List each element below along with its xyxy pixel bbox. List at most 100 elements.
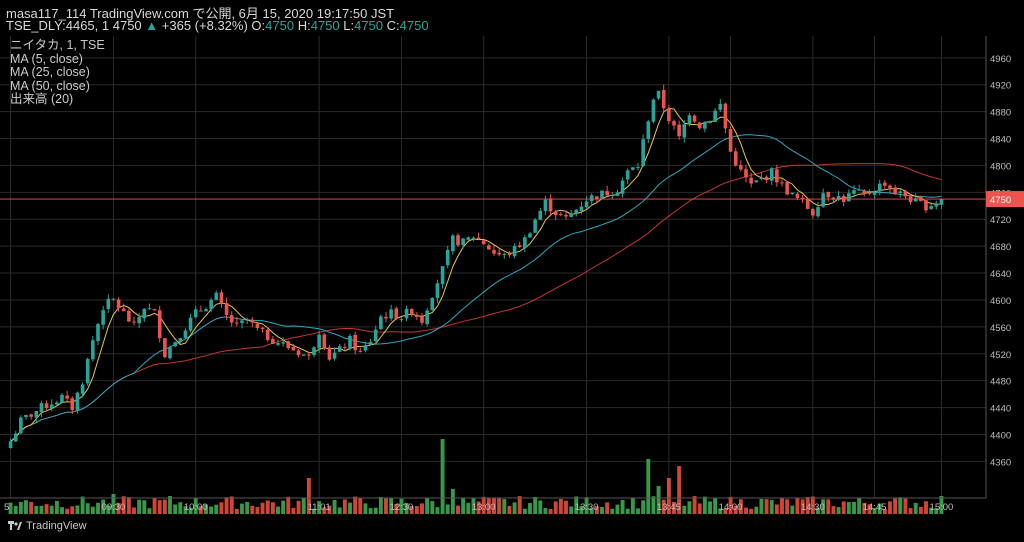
candle-body-38 bbox=[204, 309, 208, 312]
candle-body-134 bbox=[697, 122, 702, 129]
close-value: 4750 bbox=[399, 18, 429, 33]
volume-bar-129 bbox=[672, 502, 676, 514]
volume-bar-83 bbox=[435, 507, 440, 514]
volume-bar-40 bbox=[214, 504, 219, 514]
volume-bar-87 bbox=[456, 505, 460, 514]
volume-bar-56 bbox=[296, 500, 301, 514]
volume-bar-137 bbox=[713, 497, 718, 514]
volume-bar-53 bbox=[281, 500, 286, 514]
candle-body-5 bbox=[34, 411, 39, 418]
volume-bar-75 bbox=[394, 504, 399, 514]
chart-footer bbox=[0, 518, 1024, 542]
candle-body-51 bbox=[271, 338, 275, 344]
time-tick-label-2: 10:00 bbox=[184, 502, 208, 513]
volume-bar-80 bbox=[420, 503, 424, 514]
candle-body-46 bbox=[245, 319, 249, 321]
volume-bar-20 bbox=[111, 494, 116, 514]
volume-bar-89 bbox=[466, 502, 471, 514]
volume-bar-14 bbox=[80, 496, 85, 514]
legend-ma25[interactable]: MA (25, close) bbox=[10, 65, 90, 79]
change-value: +365 (+8.32%) bbox=[161, 18, 248, 33]
volume-bar-148 bbox=[769, 499, 774, 514]
volume-bar-30 bbox=[162, 499, 167, 514]
volume-bar-146 bbox=[759, 498, 764, 514]
price-tick-label-2: 4440 bbox=[990, 404, 1011, 415]
legend-ma50[interactable]: MA (50, close) bbox=[10, 78, 90, 93]
volume-bar-176 bbox=[913, 502, 918, 514]
volume-bar-111 bbox=[579, 505, 584, 514]
candle-body-11 bbox=[65, 395, 69, 399]
candle-body-55 bbox=[291, 346, 296, 351]
candle-body-27 bbox=[147, 308, 152, 310]
candle-body-92 bbox=[481, 240, 486, 245]
candle-body-167 bbox=[867, 192, 872, 194]
candle-body-165 bbox=[857, 189, 861, 191]
candle-body-53 bbox=[281, 342, 285, 344]
volume-bar-37 bbox=[198, 506, 203, 514]
candle-body-8 bbox=[49, 404, 54, 409]
candle-body-99 bbox=[517, 245, 522, 248]
candle-body-133 bbox=[692, 115, 697, 122]
volume-bar-178 bbox=[924, 501, 928, 514]
volume-bar-29 bbox=[157, 500, 162, 514]
price-chart[interactable]: 4360 4400 4440 4480 4520 4560 4600 4640 4680 4720… bbox=[0, 36, 1024, 518]
volume-bar-39 bbox=[209, 506, 214, 514]
indicator-legend: ニイタカ, 1, TSE MA (5, close) MA (25, close… bbox=[10, 38, 105, 107]
up-arrow-icon: ▲ bbox=[145, 18, 159, 33]
volume-bar-142 bbox=[738, 499, 743, 514]
high-value: 4750 bbox=[310, 18, 340, 33]
candle-body-116 bbox=[605, 191, 609, 196]
candle-body-1 bbox=[13, 433, 18, 442]
legend-symbol[interactable]: ニイタカ, 1, TSE bbox=[10, 38, 105, 52]
candle-body-87 bbox=[456, 235, 460, 246]
price-tick-label-15: 4960 bbox=[990, 54, 1011, 65]
candle-body-98 bbox=[512, 246, 517, 257]
candle-body-100 bbox=[523, 237, 527, 249]
last-price: 4750 bbox=[112, 18, 142, 33]
candle-body-85 bbox=[445, 249, 450, 266]
candle-body-21 bbox=[116, 299, 121, 309]
volume-bar-160 bbox=[831, 506, 836, 514]
time-tick-label-5: 13:00 bbox=[472, 502, 496, 513]
volume-bar-68 bbox=[358, 497, 363, 514]
candle-body-146 bbox=[759, 177, 764, 180]
candle-body-15 bbox=[85, 359, 90, 384]
volume-bar-62 bbox=[327, 505, 332, 514]
candle-body-26 bbox=[142, 308, 147, 319]
legend-ma5[interactable]: MA (5, close) bbox=[10, 51, 83, 66]
candle-body-6 bbox=[39, 403, 44, 413]
volume-bar-133 bbox=[692, 496, 697, 514]
candle-body-142 bbox=[739, 165, 743, 170]
volume-bar-6 bbox=[39, 505, 44, 514]
candle-body-130 bbox=[677, 124, 681, 137]
legend-volume[interactable]: 出来高 (20) bbox=[10, 92, 74, 106]
candle-body-117 bbox=[610, 195, 615, 197]
candle-body-71 bbox=[373, 329, 378, 341]
tradingview-logo[interactable]: TradingView bbox=[8, 520, 87, 532]
volume-bar-138 bbox=[718, 508, 723, 514]
price-tick-label-14: 4920 bbox=[990, 81, 1011, 92]
candle-body-31 bbox=[168, 347, 172, 359]
volume-bar-149 bbox=[774, 504, 779, 514]
candle-body-29 bbox=[157, 310, 162, 339]
candle-body-13 bbox=[75, 392, 80, 412]
candle-body-73 bbox=[384, 316, 388, 319]
volume-bar-69 bbox=[363, 503, 368, 514]
volume-bar-109 bbox=[569, 506, 574, 514]
candle-body-62 bbox=[327, 347, 332, 360]
volume-bar-41 bbox=[219, 502, 224, 514]
volume-bar-165 bbox=[857, 497, 862, 514]
volume-bar-95 bbox=[497, 498, 502, 514]
volume-bar-76 bbox=[399, 498, 404, 514]
volume-bar-125 bbox=[651, 496, 656, 514]
volume-bar-45 bbox=[240, 503, 244, 514]
time-tick-label-3: 11:01 bbox=[308, 502, 331, 513]
volume-bar-59 bbox=[312, 508, 316, 514]
volume-bar-57 bbox=[301, 498, 306, 514]
candle-body-149 bbox=[775, 169, 779, 183]
candle-body-115 bbox=[600, 190, 604, 200]
tradingview-icon bbox=[8, 521, 22, 530]
last-price-label: 4750 bbox=[990, 195, 1011, 206]
volume-bar-93 bbox=[486, 497, 491, 514]
candle-body-172 bbox=[893, 187, 897, 195]
